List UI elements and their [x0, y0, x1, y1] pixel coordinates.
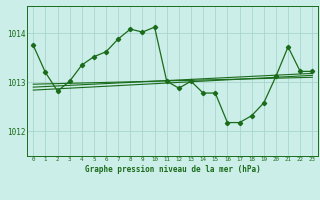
X-axis label: Graphe pression niveau de la mer (hPa): Graphe pression niveau de la mer (hPa)	[85, 165, 261, 174]
